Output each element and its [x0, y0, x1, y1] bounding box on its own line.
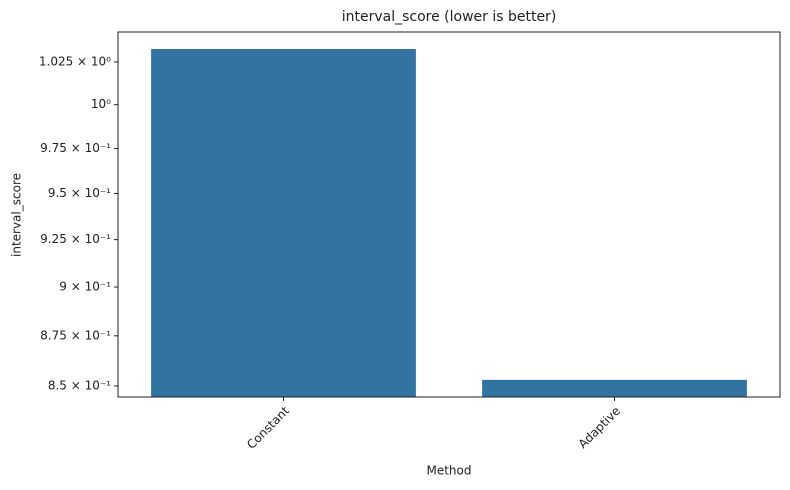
y-axis-label: interval_score — [10, 173, 24, 257]
y-tick-label: 9.5 × 10⁻¹ — [48, 186, 111, 200]
y-tick-label: 10⁰ — [91, 97, 111, 111]
y-tick-label: 9.75 × 10⁻¹ — [40, 141, 111, 155]
y-tick-label: 1.025 × 10⁰ — [39, 54, 111, 68]
bar — [151, 49, 416, 397]
x-tick-label: Constant — [244, 403, 292, 451]
chart-title: interval_score (lower is better) — [342, 9, 557, 25]
bar — [482, 379, 747, 397]
plot-frame — [117, 31, 781, 398]
x-tick-label: Adaptive — [576, 404, 623, 451]
y-tick-label: 8.5 × 10⁻¹ — [48, 378, 111, 392]
y-tick-label: 9.25 × 10⁻¹ — [40, 232, 111, 246]
x-axis-label: Method — [426, 464, 471, 478]
y-tick-label: 8.75 × 10⁻¹ — [40, 328, 111, 342]
y-tick-label: 9 × 10⁻¹ — [59, 280, 111, 294]
